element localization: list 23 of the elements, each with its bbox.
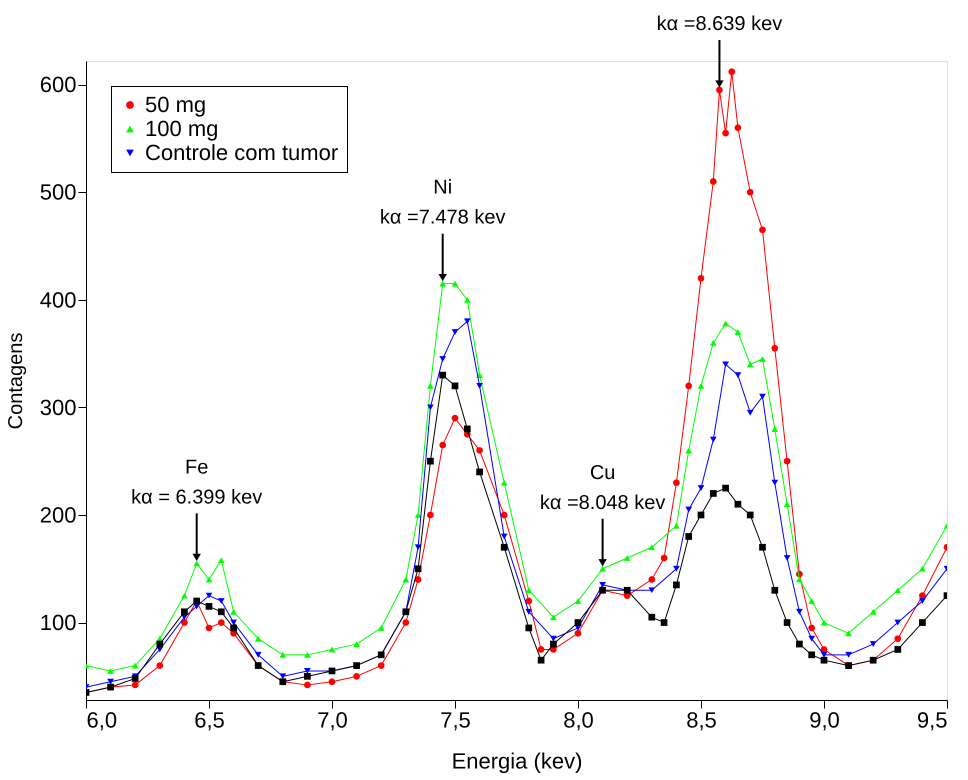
x-tick-label: 7,0 xyxy=(317,708,348,732)
x-axis-title: Energia (kev) xyxy=(452,748,582,774)
annotation: Ni kα =7.478 kev xyxy=(380,176,506,229)
x-tick-label: 7,5 xyxy=(440,708,471,732)
y-tick-label: 200 xyxy=(40,502,76,528)
x-tick-label: 9,5 xyxy=(916,708,948,732)
legend-label: 100 mg xyxy=(145,116,218,141)
x-tick-label: 6,5 xyxy=(194,708,225,732)
x-tick-label: 8,5 xyxy=(686,708,717,732)
x-tick-label: 6,0 xyxy=(86,708,118,732)
y-tick-label: 300 xyxy=(40,394,76,420)
annotation: Cu kα =8.048 kev xyxy=(540,462,666,514)
annotation: kα =8.639 kev xyxy=(656,13,782,36)
y-axis-title: Contagens xyxy=(4,332,27,430)
legend-label: Controle com tumor xyxy=(145,140,338,165)
y-tick-label: 600 xyxy=(40,72,76,98)
x-tick-label: 8,0 xyxy=(563,708,594,732)
x-tick-label: 9,0 xyxy=(809,708,840,732)
legend-label: 50 mg xyxy=(145,92,206,117)
y-tick-label: 400 xyxy=(40,287,76,312)
y-tick-label: 100 xyxy=(40,610,76,636)
y-tick-label: 500 xyxy=(40,180,76,205)
annotation: Fe kα = 6.399 kev xyxy=(131,456,262,508)
